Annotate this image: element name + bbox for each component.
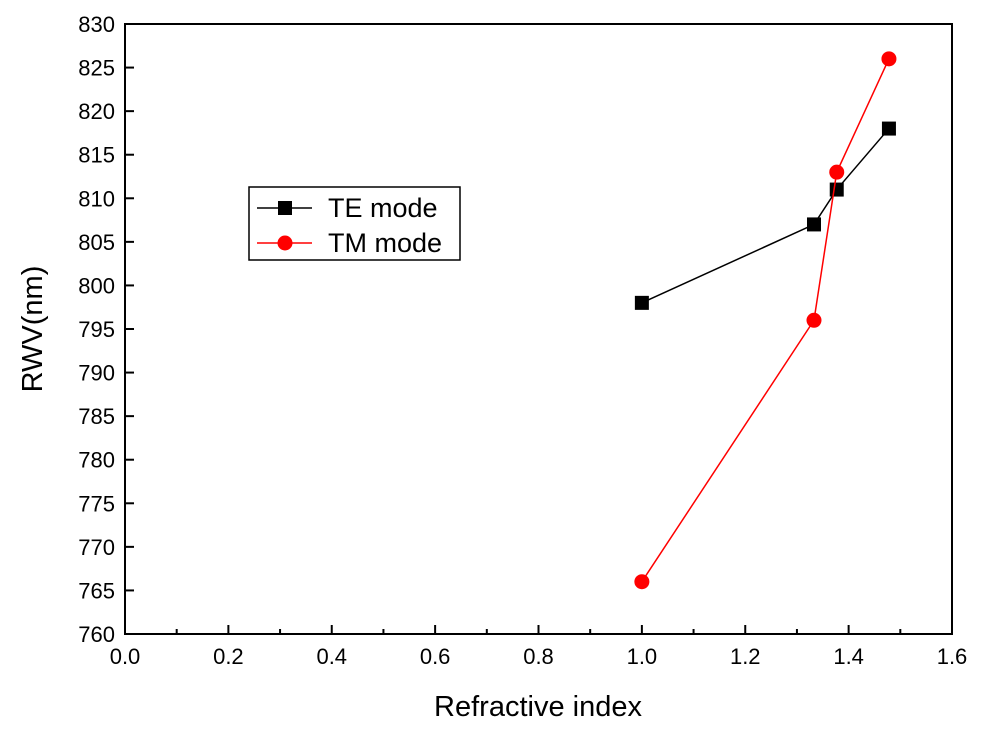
x-tick-label: 1.4 [833,644,864,669]
x-tick-label: 0.8 [523,644,554,669]
data-point [806,312,822,328]
data-point [829,182,844,197]
y-axis-title: RWV(nm) [17,266,49,393]
x-tick-label: 1.2 [730,644,761,669]
data-point [881,121,896,136]
legend-tm-label: TM mode [328,228,442,258]
series-line-1 [641,58,890,583]
y-tick-label: 785 [78,404,115,429]
y-tick-label: 760 [78,622,115,647]
x-axis: 0.0 0.2 0.4 0.6 0.8 1.0 1.2 1.4 1.6 [110,625,968,669]
y-tick-label: 820 [78,99,115,124]
data-point [806,217,821,232]
data-point [829,164,845,180]
x-tick-label: 0.2 [213,644,244,669]
x-axis-title: Refractive index [434,691,642,723]
y-tick-label: 780 [78,448,115,473]
x-tick-label: 0.6 [420,644,451,669]
legend-te-marker [278,201,292,215]
x-tick-label: 0.4 [316,644,347,669]
y-tick-label: 830 [78,12,115,37]
x-tick-label: 1.0 [627,644,658,669]
y-tick-label: 790 [78,361,115,386]
y-axis: 760 765 770 775 780 785 790 795 800 805 810 815 820 8… [78,12,134,647]
x-tick-label: 0.0 [110,644,141,669]
x-tick-label: 1.6 [937,644,968,669]
data-point [634,295,649,310]
legend: TE mode TM mode [248,186,461,261]
legend-tm-marker [277,235,293,251]
data-point [634,574,650,590]
y-tick-label: 815 [78,143,115,168]
y-tick-label: 825 [78,56,115,81]
y-tick-label: 800 [78,273,115,298]
y-tick-label: 810 [78,186,115,211]
legend-te-label: TE mode [328,193,438,223]
series-line-0 [641,128,890,304]
y-tick-label: 765 [78,578,115,603]
series-layer [634,51,897,590]
y-tick-label: 775 [78,491,115,516]
plot-frame [124,23,953,635]
y-tick-label: 805 [78,230,115,255]
y-tick-label: 795 [78,317,115,342]
y-tick-label: 770 [78,535,115,560]
data-point [881,51,897,67]
